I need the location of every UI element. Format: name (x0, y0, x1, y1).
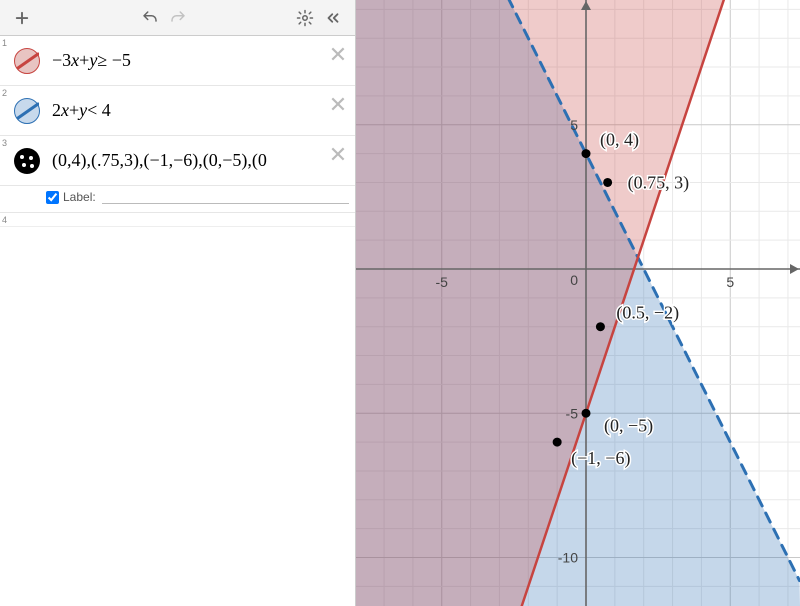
expression-text[interactable]: (0,4),(.75,3),(−1,−6),(0,−5),(0 (46, 136, 321, 185)
svg-text:0: 0 (570, 272, 578, 288)
redo-button[interactable] (164, 4, 192, 32)
label-text: Label: (63, 190, 96, 204)
expression-row[interactable]: 3 (0,4),(.75,3),(−1,−6),(0,−5),(0✕ (0, 136, 355, 186)
expression-text[interactable]: 2x + y < 4 (46, 86, 321, 135)
expression-color-icon[interactable] (8, 86, 46, 135)
label-toggle-row: Label: (0, 186, 355, 213)
svg-text:-5: -5 (436, 274, 449, 290)
expression-row[interactable]: 2 2x + y < 4✕ (0, 86, 355, 136)
settings-button[interactable] (291, 4, 319, 32)
label-checkbox[interactable] (46, 191, 59, 204)
svg-text:(0.5, −2): (0.5, −2) (616, 303, 679, 324)
app-root: 1−3x + y ≥ −5✕22x + y < 4✕3(0,4),(.75,3)… (0, 0, 800, 606)
collapse-sidebar-button[interactable] (319, 4, 347, 32)
delete-expression-button[interactable]: ✕ (321, 86, 355, 135)
svg-text:(−1, −6): (−1, −6) (571, 448, 630, 469)
delete-expression-button[interactable]: ✕ (321, 136, 355, 185)
expression-list: 1−3x + y ≥ −5✕22x + y < 4✕3(0,4),(.75,3)… (0, 36, 355, 606)
label-input-line[interactable] (102, 190, 349, 204)
expression-index: 2 (0, 86, 8, 135)
graph-pane[interactable]: -555-5-100(0, 4)(0, 4)(0.75, 3)(0.75, 3)… (356, 0, 800, 606)
svg-text:5: 5 (570, 117, 578, 133)
add-expression-button[interactable] (8, 4, 36, 32)
expression-index: 1 (0, 36, 8, 85)
expression-sidebar: 1−3x + y ≥ −5✕22x + y < 4✕3(0,4),(.75,3)… (0, 0, 356, 606)
svg-text:5: 5 (726, 274, 734, 290)
svg-text:(0.75, 3): (0.75, 3) (628, 172, 690, 193)
expression-color-icon[interactable] (8, 136, 46, 185)
expression-text[interactable]: −3x + y ≥ −5 (46, 36, 321, 85)
svg-text:-5: -5 (566, 405, 579, 421)
svg-text:-10: -10 (558, 550, 578, 566)
sidebar-toolbar (0, 0, 355, 36)
expression-row[interactable]: 1 −3x + y ≥ −5✕ (0, 36, 355, 86)
expression-color-icon[interactable] (8, 36, 46, 85)
svg-text:(0, −5): (0, −5) (604, 415, 653, 436)
svg-text:(0, 4): (0, 4) (600, 130, 639, 151)
undo-button[interactable] (136, 4, 164, 32)
expression-index: 3 (0, 136, 8, 185)
empty-expression-row[interactable]: 4 (0, 213, 355, 227)
delete-expression-button[interactable]: ✕ (321, 36, 355, 85)
